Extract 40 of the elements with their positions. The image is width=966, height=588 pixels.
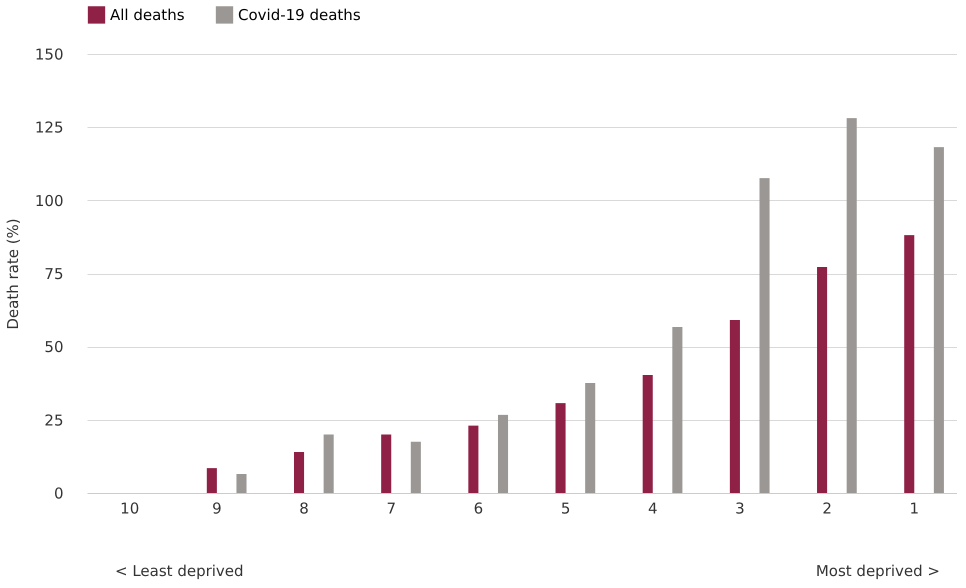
- x-tick-label: 9: [212, 500, 222, 518]
- x-tick-label: 5: [560, 500, 570, 518]
- bar: [294, 452, 304, 493]
- x-tick-label: 7: [386, 500, 396, 518]
- bar: [206, 468, 217, 493]
- y-tick-label: 150: [34, 46, 64, 64]
- bar: [498, 414, 508, 493]
- x-tick-label: 6: [474, 500, 484, 518]
- y-tick-label: 100: [34, 192, 64, 210]
- bar: [410, 442, 421, 493]
- legend-label: Covid-19 deaths: [238, 6, 361, 24]
- bar: [585, 382, 596, 493]
- bar: [324, 434, 334, 493]
- bar: [236, 474, 247, 493]
- x-tick-label: 1: [910, 500, 920, 518]
- bar: [904, 235, 914, 493]
- bar: [730, 320, 740, 493]
- bar: [934, 147, 944, 493]
- bar: [846, 118, 857, 493]
- bar: [468, 426, 478, 493]
- text: Most deprived >: [816, 562, 940, 580]
- bar: [760, 178, 770, 493]
- y-tick-label: 25: [44, 411, 64, 430]
- legend-label: All deaths: [110, 6, 185, 24]
- y-tick-label: 125: [34, 118, 64, 137]
- y-tick-label: 75: [44, 265, 64, 283]
- x-tick-label: 4: [648, 500, 658, 518]
- x-tick-label: 2: [822, 500, 832, 518]
- x-tick-label: 10: [120, 500, 140, 518]
- bar: [556, 403, 566, 493]
- bar: [381, 434, 392, 493]
- x-tick-label: 3: [735, 500, 745, 518]
- bar: [817, 267, 828, 493]
- x-tick-label: 8: [299, 500, 309, 518]
- text: < Least deprived: [115, 562, 244, 580]
- y-tick-label: 0: [54, 484, 64, 502]
- bar: [672, 327, 682, 493]
- y-tick-label: 50: [44, 338, 64, 356]
- bar: [642, 375, 653, 493]
- y-axis-title: Death rate (%): [4, 218, 22, 330]
